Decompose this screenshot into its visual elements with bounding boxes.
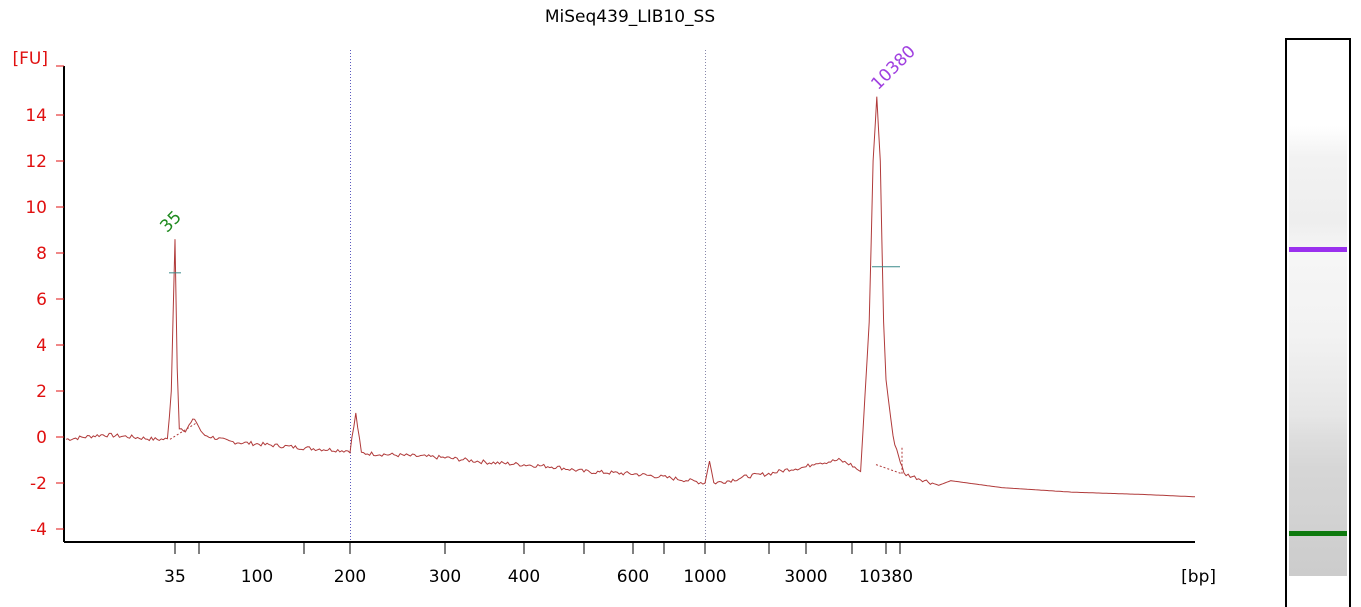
x-ticks: 35 100 200 300 400 600 1000 3000 10380	[164, 542, 913, 587]
peak-baselines	[169, 422, 903, 475]
x-tick-label: 100	[241, 567, 273, 587]
x-tick-label: 600	[617, 567, 649, 587]
y-tick-label: 4	[36, 336, 47, 356]
x-tick-label: 10380	[859, 567, 913, 587]
x-tick-label: 3000	[784, 567, 827, 587]
x-tick-label: 1000	[683, 567, 726, 587]
fluorescence-trace	[65, 96, 1196, 498]
y-tick-label: 6	[36, 290, 47, 310]
y-tick-label: 12	[25, 152, 47, 172]
x-tick-label: 300	[429, 567, 461, 587]
y-ticks: -4 -2 0 2 4 6 8 10 12 14	[25, 65, 64, 540]
y-axis-label: [FU]	[13, 49, 49, 69]
gel-band-35	[1289, 531, 1347, 536]
y-tick-label: -2	[30, 474, 47, 494]
y-tick-label: 10	[25, 198, 47, 218]
y-tick-label: 8	[36, 244, 47, 264]
peak-baseline	[875, 464, 903, 475]
chart-title: MiSeq439_LIB10_SS	[545, 7, 715, 27]
x-tick-label: 400	[508, 567, 540, 587]
electropherogram-chart: MiSeq439_LIB10_SS -4 -2 0 2 4 6 8 10 12 14 35 100 2…	[13, 7, 1217, 587]
y-tick-label: -4	[30, 520, 47, 540]
gel-lane-image	[1285, 38, 1351, 607]
gel-band-10380	[1289, 247, 1347, 252]
gel-lane	[1289, 40, 1347, 576]
x-tick-label: 35	[164, 567, 186, 587]
peak-baseline	[169, 422, 197, 440]
peak-label: 35	[156, 207, 185, 236]
marker-lines	[350, 50, 706, 542]
y-tick-label: 2	[36, 382, 47, 402]
peak-marks: 35 10380	[156, 42, 920, 274]
peak-label: 10380	[867, 42, 919, 94]
y-tick-label: 14	[25, 106, 47, 126]
x-tick-label: 200	[334, 567, 366, 587]
x-axis-label: [bp]	[1181, 567, 1216, 587]
y-tick-label: 0	[36, 428, 47, 448]
